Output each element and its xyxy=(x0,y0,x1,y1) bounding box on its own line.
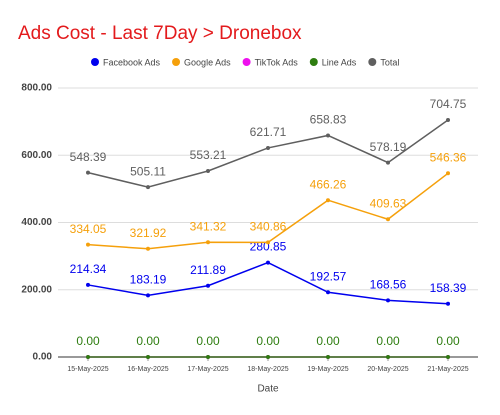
legend-marker xyxy=(91,58,99,66)
data-point xyxy=(266,260,270,265)
data-point xyxy=(386,160,390,165)
y-tick-label: 400.00 xyxy=(21,217,52,228)
legend-label: Google Ads xyxy=(184,57,231,67)
y-tick-label: 600.00 xyxy=(21,150,52,161)
data-point xyxy=(386,355,390,359)
x-tick-label: 18-May-2025 xyxy=(247,366,288,373)
data-point xyxy=(86,170,90,175)
data-point xyxy=(146,355,150,359)
data-point xyxy=(206,355,210,359)
legend-marker xyxy=(368,58,377,66)
data-point xyxy=(326,133,330,138)
data-label: 621.71 xyxy=(250,125,287,139)
x-tick-label: 21-May-2025 xyxy=(427,366,468,373)
legend-label: TikTok Ads xyxy=(255,57,299,67)
data-label: 546.36 xyxy=(430,150,467,164)
data-point xyxy=(206,240,210,245)
data-point xyxy=(146,185,150,190)
data-label: 578.19 xyxy=(370,140,407,154)
data-label: 658.83 xyxy=(310,113,347,127)
data-label: 548.39 xyxy=(70,150,107,164)
x-tick-label: 20-May-2025 xyxy=(367,366,408,373)
data-label: 0.00 xyxy=(76,334,100,348)
data-point xyxy=(326,355,330,359)
legend-marker xyxy=(242,58,251,66)
data-point xyxy=(146,246,150,251)
data-label: 466.26 xyxy=(310,177,347,191)
x-tick-label: 19-May-2025 xyxy=(307,366,348,373)
data-label: 341.32 xyxy=(190,219,227,233)
legend-label: Total xyxy=(380,57,399,67)
data-point xyxy=(86,282,90,287)
y-tick-label: 0.00 xyxy=(33,352,53,363)
legend-marker xyxy=(172,58,181,66)
data-label: 0.00 xyxy=(136,334,160,348)
data-point xyxy=(386,298,390,303)
data-label: 158.39 xyxy=(430,281,467,295)
data-label: 0.00 xyxy=(436,334,460,348)
data-point xyxy=(206,168,210,173)
data-label: 334.05 xyxy=(70,222,107,236)
x-tick-label: 17-May-2025 xyxy=(187,366,228,373)
data-label: 0.00 xyxy=(316,334,340,348)
legend-label: Line Ads xyxy=(322,57,357,67)
data-point xyxy=(266,240,270,245)
data-label: 192.57 xyxy=(310,269,347,283)
y-tick-label: 200.00 xyxy=(21,284,52,295)
data-point xyxy=(446,355,450,359)
x-axis-title: Date xyxy=(257,384,279,395)
data-label: 0.00 xyxy=(376,334,400,348)
data-point xyxy=(86,242,90,247)
data-label: 0.00 xyxy=(256,334,280,348)
data-label: 704.75 xyxy=(430,97,467,111)
legend-marker xyxy=(309,58,318,66)
data-point xyxy=(146,293,150,298)
x-tick-label: 15-May-2025 xyxy=(67,366,108,373)
data-label: 211.89 xyxy=(190,263,226,277)
data-point xyxy=(326,198,330,203)
data-label: 168.56 xyxy=(370,277,407,291)
data-label: 505.11 xyxy=(130,164,166,178)
data-point xyxy=(446,118,450,123)
data-label: 183.19 xyxy=(130,273,167,287)
y-tick-label: 800.00 xyxy=(21,83,52,94)
data-point xyxy=(446,171,450,176)
x-tick-label: 16-May-2025 xyxy=(127,366,168,373)
data-label: 321.92 xyxy=(130,226,167,240)
data-point xyxy=(386,217,390,222)
data-label: 409.63 xyxy=(370,196,407,210)
data-point xyxy=(266,145,270,150)
data-label: 0.00 xyxy=(196,334,220,348)
data-label: 214.34 xyxy=(70,262,107,276)
data-point xyxy=(206,283,210,288)
chart-title: Ads Cost - Last 7Day > Dronebox xyxy=(18,23,302,44)
legend-label: Facebook Ads xyxy=(103,57,161,67)
data-point xyxy=(446,301,450,306)
data-label: 280.85 xyxy=(250,240,287,254)
data-point xyxy=(266,355,270,359)
data-point xyxy=(326,290,330,295)
data-point xyxy=(86,355,90,359)
data-label: 553.21 xyxy=(190,148,227,162)
data-label: 340.86 xyxy=(250,220,287,234)
